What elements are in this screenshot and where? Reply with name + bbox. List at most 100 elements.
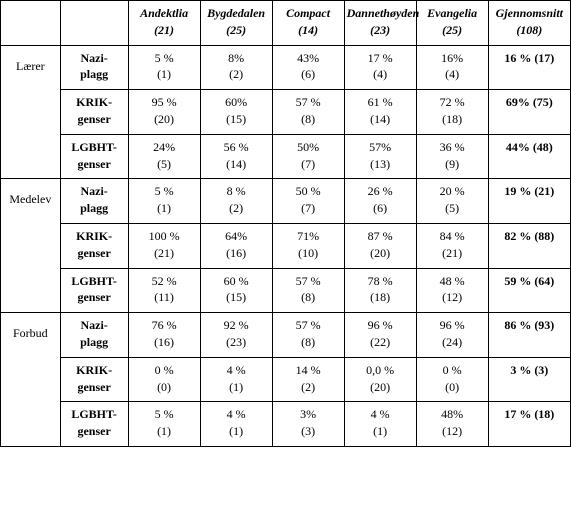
item-label-cell: Nazi-plagg [60, 179, 128, 224]
count-value: (24) [419, 334, 486, 351]
data-cell: 48 %(12) [416, 268, 488, 313]
table-row: ForbudNazi-plagg76 %(16)92 %(23)57 %(8)9… [1, 313, 571, 358]
header-col-bygdedalen: Bygdedalen (25) [200, 1, 272, 46]
count-value: (20) [347, 379, 414, 396]
percent-value: 8 % [203, 183, 270, 200]
percent-value: 61 % [347, 94, 414, 111]
data-cell: 64%(16) [200, 223, 272, 268]
header-col-sub: (25) [203, 22, 270, 39]
data-cell: 0 %(0) [128, 357, 200, 402]
item-label-cell: LGBHT-genser [60, 134, 128, 179]
percent-value: 57 % [275, 317, 342, 334]
data-cell: 71%(10) [272, 223, 344, 268]
table-row: LGBHT-genser24%(5)56 %(14)50%(7)57%(13)3… [1, 134, 571, 179]
percent-value: 78 % [347, 273, 414, 290]
data-cell: 16%(4) [416, 45, 488, 90]
count-value: (1) [203, 423, 270, 440]
data-cell: 57%(13) [344, 134, 416, 179]
header-col-average: Gjennomsnitt (108) [488, 1, 570, 46]
header-blank-2 [60, 1, 128, 46]
data-cell: 78 %(18) [344, 268, 416, 313]
percent-value: 64% [203, 228, 270, 245]
count-value: (8) [275, 289, 342, 306]
header-col-sub: (23) [347, 22, 414, 39]
item-label-line2: plagg [63, 66, 126, 83]
count-value: (20) [131, 111, 198, 128]
item-label-line2: genser [63, 245, 126, 262]
item-label-cell: KRIK-genser [60, 223, 128, 268]
data-cell: 61 %(14) [344, 90, 416, 135]
data-cell: 72 %(18) [416, 90, 488, 135]
count-value: (0) [131, 379, 198, 396]
data-cell: 50 %(7) [272, 179, 344, 224]
header-col-name: Bygdedalen [207, 6, 265, 20]
percent-value: 17 % [347, 50, 414, 67]
count-value: (5) [419, 200, 486, 217]
item-label-cell: Nazi-plagg [60, 313, 128, 358]
data-cell: 84 %(21) [416, 223, 488, 268]
data-cell: 57 %(8) [272, 90, 344, 135]
percent-value: 0 % [131, 362, 198, 379]
header-col-name: Compact [286, 6, 330, 20]
count-value: (1) [131, 423, 198, 440]
count-value: (8) [275, 111, 342, 128]
data-cell: 36 %(9) [416, 134, 488, 179]
data-cell: 5 %(1) [128, 402, 200, 447]
header-col-sub: (21) [131, 22, 198, 39]
header-col-name: Dannethøyden [347, 6, 420, 20]
percent-value: 4 % [203, 406, 270, 423]
data-cell: 43%(6) [272, 45, 344, 90]
count-value: (11) [131, 289, 198, 306]
item-label-line1: Nazi- [63, 50, 126, 67]
header-row: Andektlia (21) Bygdedalen (25) Compact (… [1, 1, 571, 46]
count-value: (2) [203, 200, 270, 217]
data-cell: 26 %(6) [344, 179, 416, 224]
count-value: (0) [419, 379, 486, 396]
percent-value: 57% [347, 139, 414, 156]
count-value: (2) [203, 66, 270, 83]
count-value: (14) [347, 111, 414, 128]
data-cell: 48%(12) [416, 402, 488, 447]
percent-value: 20 % [419, 183, 486, 200]
item-label-line2: plagg [63, 200, 126, 217]
header-blank-1 [1, 1, 61, 46]
average-cell: 3 % (3) [488, 357, 570, 402]
header-avg-name: Gjennomsnitt [496, 6, 563, 20]
percent-value: 5 % [131, 183, 198, 200]
data-cell: 57 %(8) [272, 313, 344, 358]
item-label-line1: Nazi- [63, 183, 126, 200]
header-col-name: Evangelia [427, 6, 477, 20]
count-value: (16) [131, 334, 198, 351]
count-value: (8) [275, 334, 342, 351]
percent-value: 92 % [203, 317, 270, 334]
percent-value: 57 % [275, 273, 342, 290]
table-row: KRIK-genser95 %(20)60%(15)57 %(8)61 %(14… [1, 90, 571, 135]
percent-value: 95 % [131, 94, 198, 111]
data-cell: 8 %(2) [200, 179, 272, 224]
percent-value: 0 % [419, 362, 486, 379]
header-col-dannethoyden: Dannethøyden (23) [344, 1, 416, 46]
count-value: (20) [347, 245, 414, 262]
header-col-andektlia: Andektlia (21) [128, 1, 200, 46]
data-cell: 0 %(0) [416, 357, 488, 402]
item-label-line1: KRIK- [63, 94, 126, 111]
table-body: LærerNazi-plagg5 %(1)8%(2)43%(6)17 %(4)1… [1, 45, 571, 446]
percent-value: 5 % [131, 50, 198, 67]
table-row: KRIK-genser0 %(0)4 %(1)14 %(2)0,0 %(20)0… [1, 357, 571, 402]
data-cell: 4 %(1) [200, 357, 272, 402]
item-label-line2: genser [63, 423, 126, 440]
percent-value: 100 % [131, 228, 198, 245]
count-value: (4) [419, 66, 486, 83]
percent-value: 26 % [347, 183, 414, 200]
percent-value: 36 % [419, 139, 486, 156]
percent-value: 4 % [203, 362, 270, 379]
count-value: (16) [203, 245, 270, 262]
count-value: (23) [203, 334, 270, 351]
data-cell: 92 %(23) [200, 313, 272, 358]
count-value: (1) [347, 423, 414, 440]
count-value: (6) [347, 200, 414, 217]
count-value: (6) [275, 66, 342, 83]
header-col-sub: (14) [275, 22, 342, 39]
average-cell: 16 % (17) [488, 45, 570, 90]
table-row: KRIK-genser100 %(21)64%(16)71%(10)87 %(2… [1, 223, 571, 268]
